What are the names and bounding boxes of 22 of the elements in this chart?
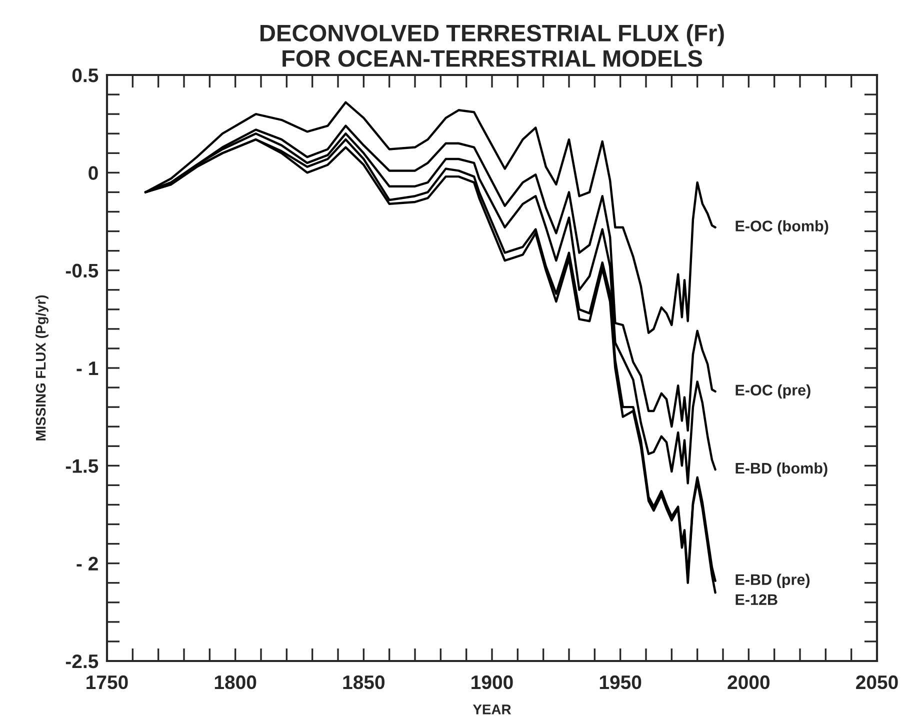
x-tick-label: 1800 [214, 675, 256, 690]
series-label: E-OC (bomb) [736, 220, 828, 234]
series-label: E-OC (pre) [736, 384, 810, 399]
chart-title: DECONVOLVED TERRESTRIAL FLUX (Fr) FOR OCEAN-TERRESTRIAL MODELS [260, 24, 724, 67]
series-label: E-BD (bomb) [736, 462, 828, 477]
x-tick-label: 1950 [600, 675, 642, 690]
y-tick-label: 0.5 [72, 68, 98, 82]
y-tick-label: - 1 [76, 362, 98, 376]
x-tick-label: 1850 [343, 675, 384, 690]
series-label: E-BD (pre) [736, 574, 810, 588]
y-axis-title: MISSING FLUX (Pg/yr) [35, 295, 48, 440]
x-tick-label: 1900 [472, 675, 513, 690]
y-tick-label: -0.5 [66, 264, 98, 278]
x-tick-label: 2000 [728, 675, 770, 690]
series-label: E-12B [736, 594, 778, 605]
y-tick-label: - 2 [76, 556, 98, 570]
y-tick-label: -1.5 [66, 459, 98, 473]
y-tick-label: 0 [88, 166, 98, 180]
y-tick-label: -2.5 [66, 654, 98, 668]
x-tick-label: 1750 [86, 675, 128, 690]
x-axis-title: YEAR [472, 704, 512, 714]
x-tick-label: 2050 [856, 675, 898, 690]
